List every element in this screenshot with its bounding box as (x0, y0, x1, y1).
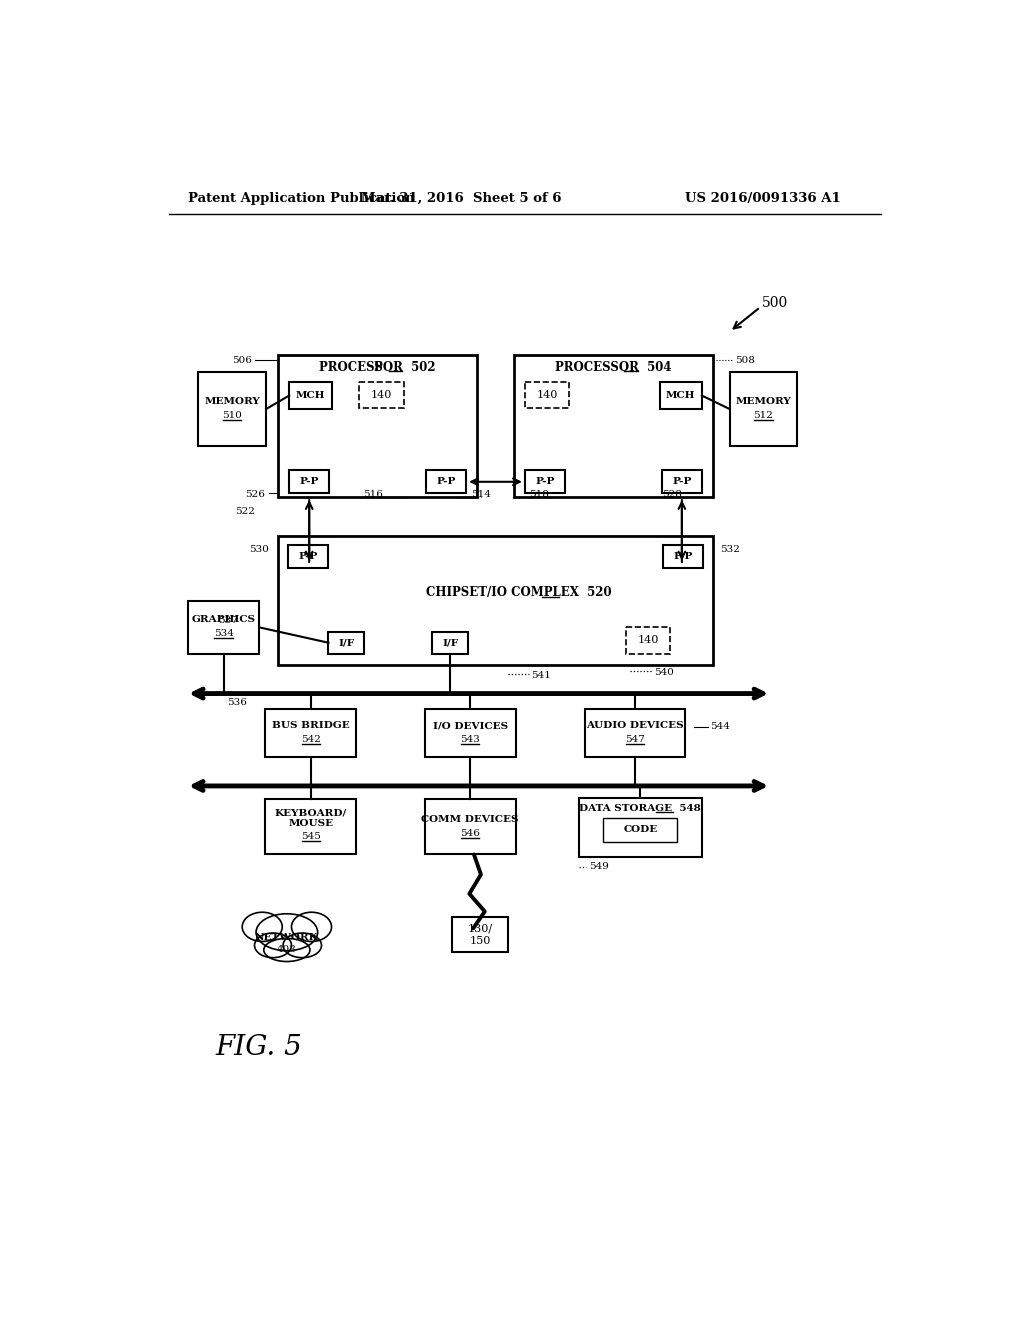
Text: PROCESSOR  502: PROCESSOR 502 (319, 360, 436, 374)
FancyBboxPatch shape (662, 470, 701, 494)
FancyBboxPatch shape (265, 709, 356, 756)
FancyBboxPatch shape (188, 601, 259, 653)
FancyBboxPatch shape (425, 709, 515, 756)
Text: 130/: 130/ (468, 924, 493, 933)
Ellipse shape (256, 913, 317, 950)
Text: MCH: MCH (296, 391, 325, 400)
FancyBboxPatch shape (664, 545, 703, 568)
Text: 140: 140 (637, 635, 658, 645)
Text: 547: 547 (625, 735, 645, 744)
Text: DATA STORAGE  548: DATA STORAGE 548 (580, 804, 701, 813)
Text: 514: 514 (471, 491, 490, 499)
Text: P-P: P-P (299, 478, 318, 486)
Text: 506: 506 (231, 355, 252, 364)
FancyBboxPatch shape (524, 470, 565, 494)
Text: 528: 528 (662, 491, 682, 499)
FancyBboxPatch shape (359, 381, 403, 408)
Ellipse shape (264, 939, 310, 961)
Text: NETWORK: NETWORK (255, 933, 318, 942)
Text: 540: 540 (654, 668, 674, 677)
Text: 140: 140 (371, 389, 392, 400)
Text: CODE: CODE (624, 825, 657, 834)
FancyBboxPatch shape (524, 381, 569, 408)
Text: COMM DEVICES: COMM DEVICES (422, 816, 519, 824)
Text: MEMORY: MEMORY (735, 397, 792, 405)
Text: 545: 545 (301, 833, 321, 841)
FancyBboxPatch shape (426, 470, 466, 494)
Text: Mar. 31, 2016  Sheet 5 of 6: Mar. 31, 2016 Sheet 5 of 6 (361, 191, 562, 205)
FancyBboxPatch shape (585, 709, 685, 756)
Text: 549: 549 (589, 862, 608, 871)
Text: 516: 516 (364, 491, 383, 499)
Text: US 2016/0091336 A1: US 2016/0091336 A1 (685, 191, 841, 205)
Text: PROCESSOR  504: PROCESSOR 504 (555, 360, 672, 374)
Text: P: P (374, 360, 382, 374)
Text: MOUSE: MOUSE (288, 820, 333, 828)
Text: I/O DEVICES: I/O DEVICES (432, 722, 508, 730)
Text: I/F: I/F (338, 639, 354, 647)
Text: 536: 536 (227, 697, 247, 706)
FancyBboxPatch shape (626, 627, 671, 653)
Text: 542: 542 (301, 735, 321, 744)
Text: 522: 522 (236, 507, 255, 516)
FancyBboxPatch shape (730, 372, 798, 446)
Text: 532: 532 (720, 545, 739, 554)
FancyBboxPatch shape (425, 799, 515, 854)
FancyBboxPatch shape (603, 817, 677, 842)
Text: 537: 537 (218, 616, 239, 624)
Text: GRAPHICS: GRAPHICS (191, 615, 256, 624)
Text: I/F: I/F (442, 639, 458, 647)
Ellipse shape (255, 933, 292, 958)
FancyBboxPatch shape (288, 545, 328, 568)
FancyBboxPatch shape (453, 917, 508, 952)
Ellipse shape (283, 933, 322, 958)
FancyBboxPatch shape (329, 632, 364, 653)
FancyBboxPatch shape (199, 372, 266, 446)
Text: AUDIO DEVICES: AUDIO DEVICES (586, 722, 684, 730)
FancyBboxPatch shape (289, 470, 330, 494)
Text: 512: 512 (754, 411, 773, 420)
Text: Patent Application Publication: Patent Application Publication (188, 191, 415, 205)
FancyBboxPatch shape (289, 381, 332, 409)
Text: 543: 543 (460, 735, 480, 744)
Text: 518: 518 (528, 491, 549, 499)
Ellipse shape (243, 912, 283, 941)
Text: P-P: P-P (536, 478, 555, 486)
FancyBboxPatch shape (579, 797, 701, 857)
FancyBboxPatch shape (279, 536, 713, 665)
Text: 150: 150 (469, 936, 490, 945)
Text: 544: 544 (710, 722, 729, 731)
Text: BUS BRIDGE: BUS BRIDGE (271, 722, 349, 730)
Text: CHIPSET/IO COMPLEX  520: CHIPSET/IO COMPLEX 520 (426, 586, 611, 599)
Text: 140: 140 (537, 389, 558, 400)
Text: P-P: P-P (672, 478, 691, 486)
Text: 526: 526 (246, 491, 265, 499)
FancyBboxPatch shape (514, 355, 713, 498)
FancyBboxPatch shape (279, 355, 477, 498)
Text: 530: 530 (249, 545, 269, 554)
Text: 541: 541 (531, 672, 551, 680)
Text: KEYBOARD/: KEYBOARD/ (274, 808, 347, 817)
Text: 546: 546 (460, 829, 480, 838)
Text: 508: 508 (735, 355, 755, 364)
Text: 500: 500 (762, 296, 788, 310)
Text: P-P: P-P (674, 552, 693, 561)
FancyBboxPatch shape (265, 799, 356, 854)
Text: 534: 534 (214, 630, 233, 638)
Ellipse shape (292, 912, 332, 941)
Text: 510: 510 (222, 411, 242, 420)
FancyBboxPatch shape (659, 381, 701, 409)
Text: 403: 403 (276, 945, 297, 954)
Text: MEMORY: MEMORY (205, 397, 260, 405)
Text: MCH: MCH (666, 391, 695, 400)
FancyBboxPatch shape (432, 632, 468, 653)
Text: P-P: P-P (436, 478, 456, 486)
Text: P-P: P-P (298, 552, 317, 561)
Text: FIG. 5: FIG. 5 (215, 1035, 302, 1061)
